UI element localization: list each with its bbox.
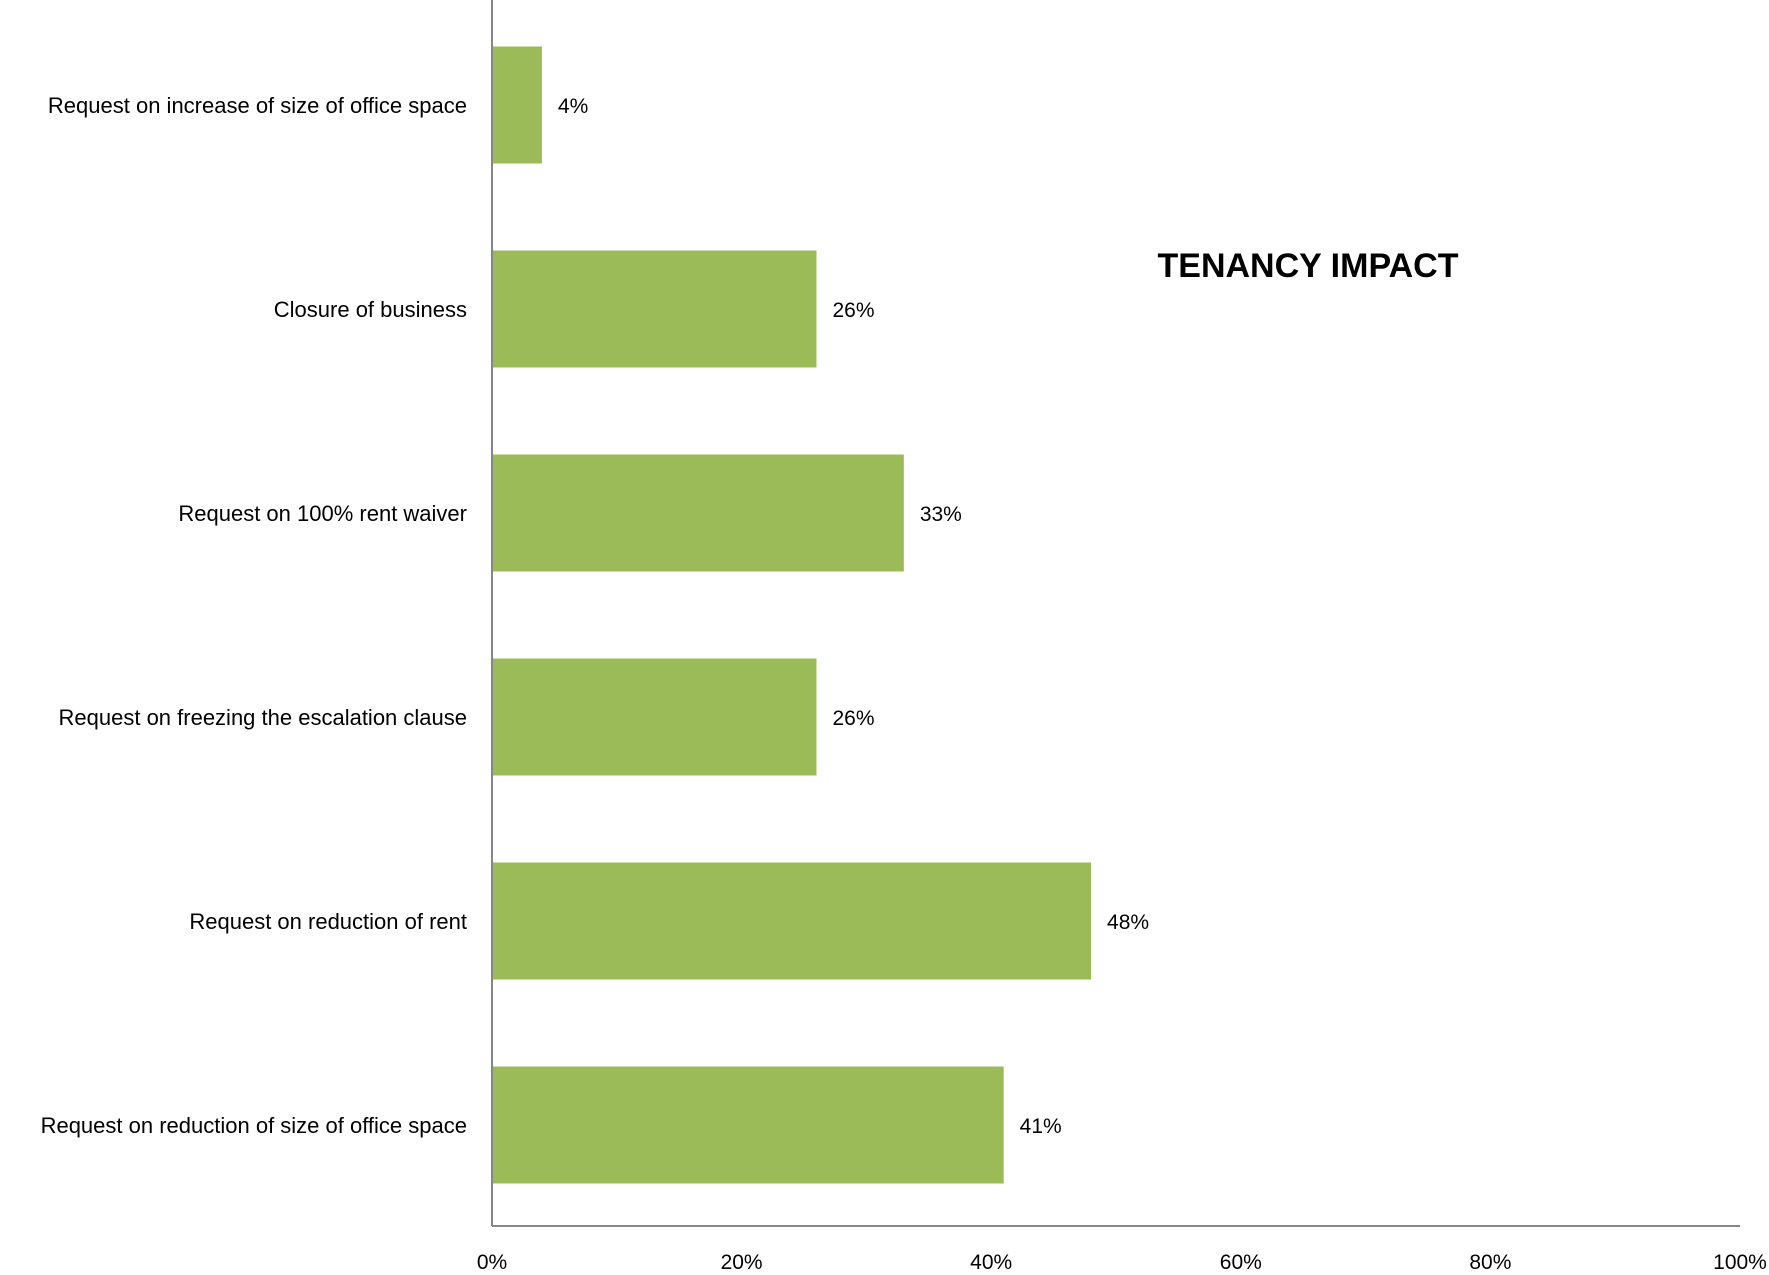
x-tick-label: 80%	[1469, 1251, 1511, 1274]
x-tick-label: 20%	[721, 1251, 763, 1274]
x-tick-label: 40%	[970, 1251, 1012, 1274]
bar-2	[492, 250, 817, 368]
data-label: 33%	[920, 503, 962, 526]
x-tick-label: 0%	[477, 1251, 507, 1274]
labels-layer: Request on increase of size of office sp…	[41, 93, 1767, 1274]
chart-title: TENANCY IMPACT	[1158, 247, 1459, 285]
data-label: 26%	[832, 707, 874, 730]
x-tick-label: 100%	[1713, 1251, 1767, 1274]
category-label: Request on increase of size of office sp…	[48, 93, 467, 118]
category-label: Request on freezing the escalation claus…	[59, 705, 467, 730]
bar-3	[492, 454, 904, 572]
x-tick-label: 60%	[1220, 1251, 1262, 1274]
category-label: Request on reduction of size of office s…	[41, 1113, 467, 1138]
bars-layer	[492, 46, 1092, 1184]
data-label: 48%	[1107, 911, 1149, 934]
category-label: Request on 100% rent waiver	[178, 501, 467, 526]
bar-6	[492, 1066, 1004, 1184]
bar-5	[492, 862, 1092, 980]
data-label: 4%	[558, 95, 588, 118]
category-label: Closure of business	[274, 297, 467, 322]
data-label: 26%	[832, 299, 874, 322]
category-label: Request on reduction of rent	[189, 909, 467, 934]
data-label: 41%	[1020, 1115, 1062, 1138]
axes-layer	[491, 0, 1740, 1227]
bar-1	[492, 46, 542, 164]
bar-4	[492, 658, 817, 776]
